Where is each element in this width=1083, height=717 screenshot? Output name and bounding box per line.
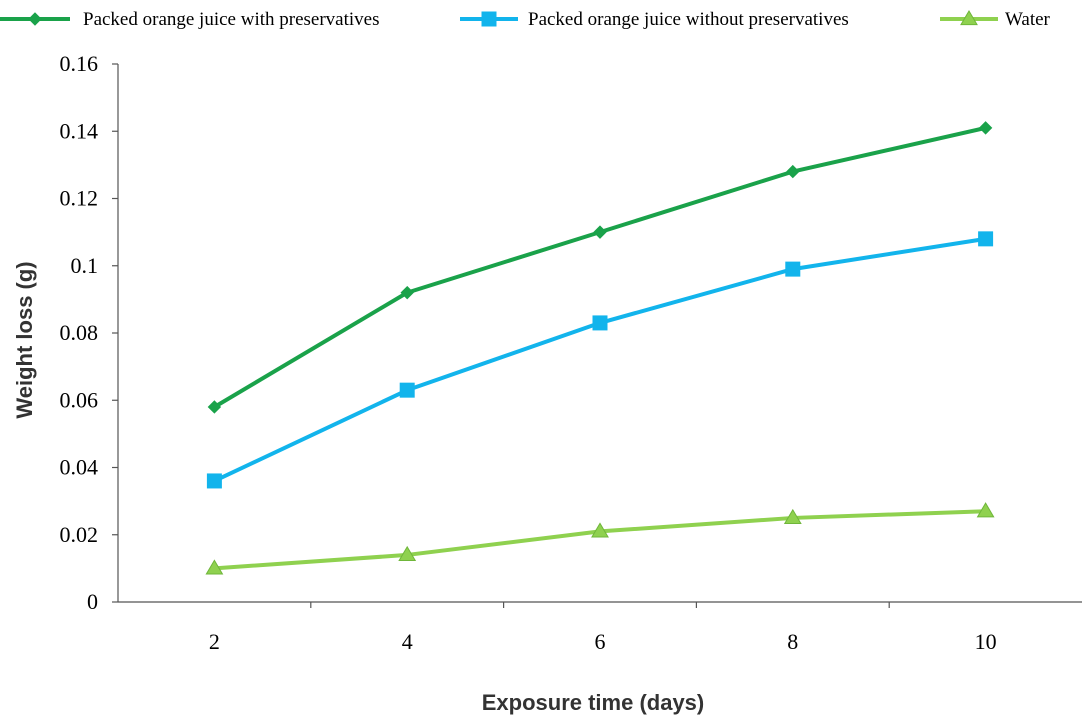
data-point [786, 164, 800, 179]
data-point [783, 508, 802, 525]
legend-item: Packed orange juice without preservative… [460, 9, 849, 30]
legend-item: Water [940, 9, 1051, 30]
series-group [205, 502, 995, 575]
data-point [400, 285, 414, 300]
x-tick-label: 4 [402, 629, 413, 654]
y-tick-label: 0.04 [60, 455, 99, 480]
legend-marker [481, 11, 497, 27]
y-ticks: 0 0.02 0.04 0.06 0.08 0.1 0.12 0.14 0.16 [60, 51, 118, 614]
data-point [593, 225, 607, 239]
x-tick-label: 10 [975, 629, 997, 654]
data-point [207, 400, 222, 414]
x-ticks: 2 4 6 8 10 [209, 602, 997, 654]
x-tick-label: 6 [595, 629, 606, 654]
series-line [212, 125, 988, 409]
y-tick-label: 0.1 [71, 253, 99, 278]
data-point [398, 545, 417, 562]
series-group [206, 231, 994, 489]
legend-marker [28, 12, 42, 26]
legend-marker [960, 9, 978, 26]
y-tick-label: 0.12 [60, 186, 99, 211]
legend-label: Water [1005, 9, 1051, 30]
legend-item: Packed orange juice with preservatives [0, 9, 380, 30]
y-tick-label: 0.14 [60, 118, 99, 143]
data-point [206, 473, 222, 489]
series-layer [205, 121, 995, 575]
y-axis-title: Weight loss (g) [12, 261, 37, 418]
x-tick-label: 8 [787, 629, 798, 654]
series-line [212, 509, 988, 571]
y-tick-label: 0.16 [60, 51, 99, 76]
x-tick-label: 2 [209, 629, 220, 654]
data-point [591, 522, 609, 538]
data-point [785, 261, 801, 277]
y-tick-label: 0.02 [60, 522, 99, 547]
series-line [212, 236, 988, 483]
series-group [207, 121, 993, 414]
legend: Packed orange juice with preservatives Pa… [0, 9, 1051, 30]
y-tick-label: 0 [87, 589, 98, 614]
data-point [978, 231, 994, 247]
axes: 0 0.02 0.04 0.06 0.08 0.1 0.12 0.14 0.16 2 4 6 8 10 [60, 51, 1082, 654]
legend-label: Packed orange juice with preservatives [83, 9, 380, 30]
data-point [399, 382, 415, 398]
data-point [205, 559, 224, 575]
data-point [976, 502, 995, 518]
x-axis-title: Exposure time (days) [482, 690, 705, 715]
legend-label: Packed orange juice without preservative… [528, 9, 849, 30]
data-point [592, 315, 608, 331]
data-point [978, 121, 993, 135]
y-tick-label: 0.08 [60, 320, 99, 345]
y-tick-label: 0.06 [60, 387, 99, 412]
